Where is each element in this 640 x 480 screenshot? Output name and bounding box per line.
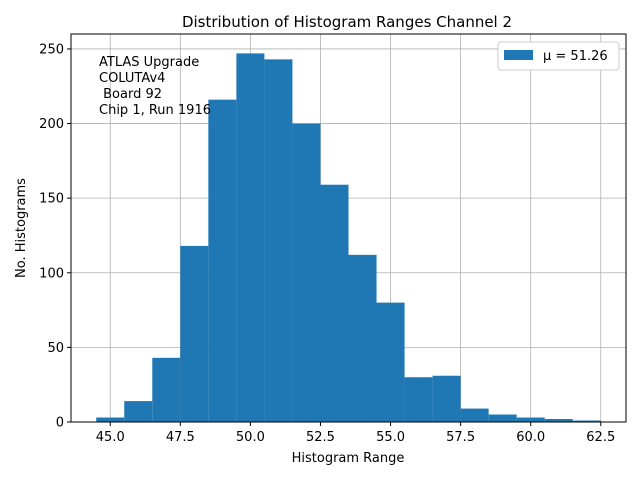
legend-box xyxy=(497,41,620,71)
y-tick-label: 0 xyxy=(56,416,64,431)
histogram-bar xyxy=(208,99,237,423)
histogram-bar xyxy=(544,419,573,422)
y-tick-label: 150 xyxy=(39,192,64,207)
histogram-bar xyxy=(572,420,601,422)
y-tick-label: 250 xyxy=(39,42,64,57)
histogram-bar xyxy=(432,375,461,422)
x-tick-label: 47.5 xyxy=(166,430,195,445)
legend-swatch xyxy=(504,50,533,60)
histogram-bar xyxy=(124,401,153,422)
histogram-bar xyxy=(348,254,377,422)
legend: μ = 51.26 xyxy=(497,41,620,71)
histogram-bar xyxy=(180,245,209,422)
annotation-line: COLUTAv4 xyxy=(99,71,165,86)
histogram-bar xyxy=(236,53,265,423)
histogram-bar xyxy=(264,59,293,422)
histogram-bar xyxy=(152,357,181,422)
x-ticks: 45.0 47.5 50.0 52.5 55.0 57.5 60.0 62.5 xyxy=(96,422,615,445)
x-tick-label: 55.0 xyxy=(376,430,405,445)
histogram-bar xyxy=(292,123,321,423)
x-tick-label: 50.0 xyxy=(236,430,265,445)
histogram-bar xyxy=(376,302,405,422)
bars xyxy=(96,53,601,423)
histogram-bar xyxy=(460,408,489,422)
annotation-line: Board 92 xyxy=(99,87,162,102)
axes-frame xyxy=(70,33,627,423)
chart-title: Distribution of Histogram Ranges Channel… xyxy=(182,13,512,31)
y-tick-label: 200 xyxy=(39,117,64,132)
x-tick-label: 57.5 xyxy=(446,430,475,445)
annotation-line: ATLAS Upgrade xyxy=(99,55,199,70)
x-tick-label: 60.0 xyxy=(516,430,545,445)
x-tick-label: 52.5 xyxy=(306,430,335,445)
x-axis-label: Histogram Range xyxy=(292,451,405,466)
legend-label: μ = 51.26 xyxy=(543,49,608,64)
histogram-bar xyxy=(488,414,517,422)
axes-border xyxy=(70,33,627,423)
histogram-bar xyxy=(96,417,125,422)
y-tick-label: 50 xyxy=(47,341,64,356)
y-ticks: 0 50 100 150 200 250 xyxy=(39,42,71,431)
x-tick-label: 62.5 xyxy=(586,430,615,445)
annotation-line: Chip 1, Run 1916 xyxy=(99,103,211,118)
y-axis-label: No. Histograms xyxy=(14,178,29,278)
histogram-bar xyxy=(404,377,433,422)
histogram-bar xyxy=(516,417,545,422)
x-tick-label: 45.0 xyxy=(96,430,125,445)
y-tick-label: 100 xyxy=(39,266,64,281)
histogram-bar xyxy=(320,184,349,422)
